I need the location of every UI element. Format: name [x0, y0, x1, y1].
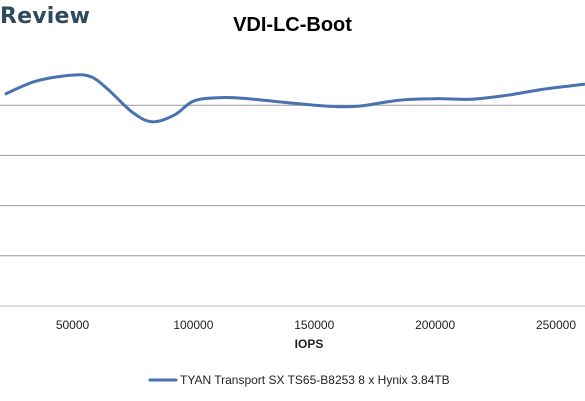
- brand-logo-text: Review: [0, 4, 91, 29]
- legend-label: TYAN Transport SX TS65-B8253 8 x Hynix 3…: [180, 373, 450, 387]
- chart-title: VDI-LC-Boot: [233, 14, 352, 36]
- x-tick-labels: 50000 100000 150000 200000 250000: [56, 318, 577, 332]
- x-tick-label: 100000: [173, 318, 213, 332]
- x-tick-label: 200000: [415, 318, 455, 332]
- series-lines: [4, 73, 585, 124]
- x-tick-label: 150000: [294, 318, 334, 332]
- x-axis-label: IOPS: [295, 337, 324, 351]
- series-line: [4, 73, 585, 124]
- gridlines: [0, 104, 585, 307]
- legend: TYAN Transport SX TS65-B8253 8 x Hynix 3…: [148, 373, 450, 387]
- x-tick-label: 50000: [56, 318, 90, 332]
- x-tick-label: 250000: [536, 318, 576, 332]
